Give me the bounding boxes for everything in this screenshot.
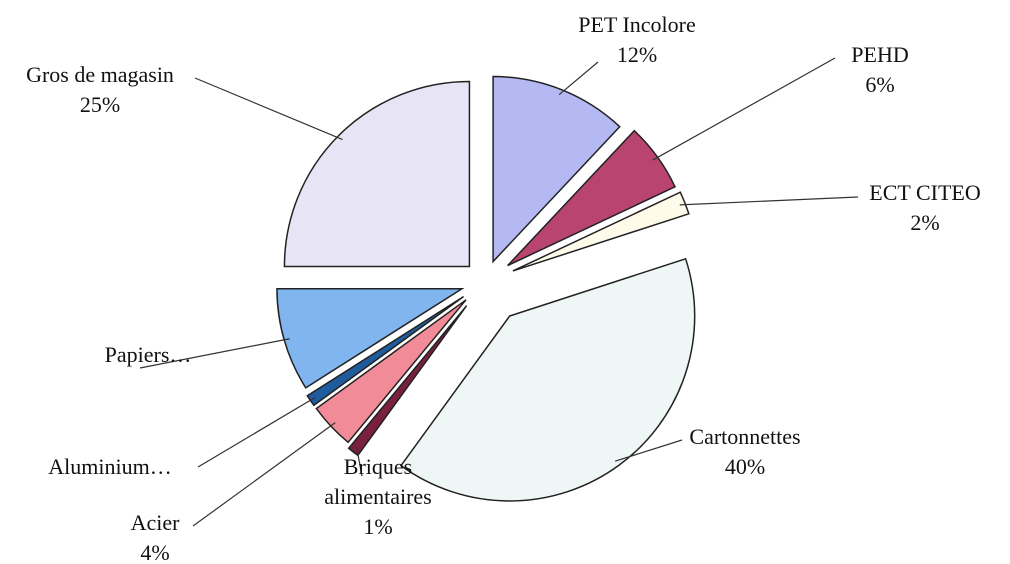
category-label: Papiers… — [104, 342, 192, 367]
category-label: Briques alimentaires — [324, 454, 432, 509]
pie-slice — [283, 80, 471, 268]
leader-line — [192, 422, 336, 527]
value-label: 40% — [724, 454, 766, 479]
slice-label: Papiers… — [105, 340, 192, 370]
slice-label: Acier 4% — [131, 508, 180, 564]
pie-slice — [492, 75, 621, 264]
category-label: Gros de magasin — [26, 62, 174, 87]
slice-label: PEHD 6% — [851, 40, 908, 100]
leader-line — [558, 61, 599, 96]
leader-line — [197, 396, 316, 468]
slice-label: ECT CITEO 2% — [869, 178, 980, 238]
leader-line — [139, 338, 290, 369]
category-label: PEHD — [851, 42, 909, 67]
category-label: ECT CITEO — [869, 180, 981, 205]
value-label: 12% — [616, 42, 658, 67]
leader-line — [652, 57, 836, 161]
category-label: PET Incolore — [578, 12, 696, 37]
pie-slice — [399, 257, 696, 502]
category-label: Aluminium… — [48, 454, 172, 479]
leader-line — [679, 196, 859, 206]
slice-label: Cartonnettes 40% — [689, 422, 800, 482]
pie-slice — [512, 191, 690, 272]
slice-label: Briques alimentaires 1% — [308, 452, 448, 542]
pie-slice — [507, 129, 677, 267]
slice-label: PET Incolore 12% — [578, 10, 696, 70]
leader-line — [194, 77, 343, 141]
leader-line — [614, 439, 683, 462]
category-label: Acier — [130, 510, 180, 535]
slice-label: Aluminium… — [48, 452, 171, 482]
category-label: Cartonnettes — [689, 424, 801, 449]
value-label: 4% — [140, 540, 170, 564]
pie-slice — [315, 299, 467, 444]
value-label: 2% — [910, 210, 940, 235]
leader-line — [356, 447, 363, 477]
value-label: 6% — [865, 72, 895, 97]
value-label: 25% — [79, 92, 121, 117]
slice-label: Gros de magasin 25% — [26, 60, 174, 120]
value-label: 1% — [363, 514, 393, 539]
